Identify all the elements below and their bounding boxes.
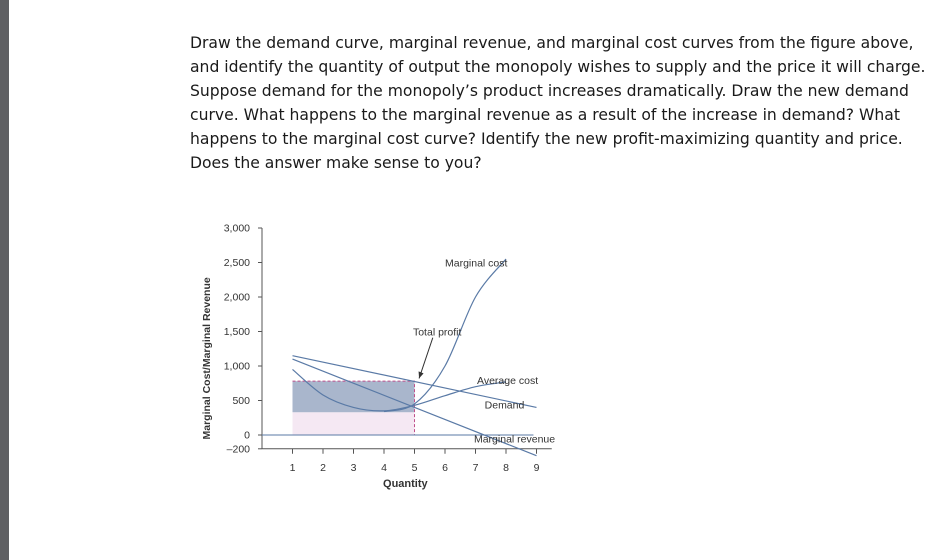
window-edge-bar (0, 0, 9, 560)
x-tick-label: 7 (473, 462, 479, 474)
y-tick-label: –200 (227, 443, 251, 455)
y-tick-label: 0 (244, 430, 250, 442)
x-tick-label: 6 (442, 462, 448, 474)
average-cost-curve (292, 368, 507, 412)
x-tick-label: 4 (381, 462, 387, 474)
x-tick-label: 1 (290, 462, 296, 474)
marginal-cost-curve (383, 258, 507, 413)
x-tick-label: 3 (351, 462, 357, 474)
monopoly-cost-revenue-chart: 3,000 2,500 2,000 1,500 1,000 500 0–200 1 2 3 4 5 6 7… (201, 223, 555, 490)
x-tick-label: 8 (503, 462, 509, 474)
x-tick-label: 5 (412, 462, 418, 474)
demand-label: Demand (485, 400, 525, 412)
average-cost-label: Average cost (477, 375, 538, 387)
x-tick-label: 9 (534, 462, 540, 474)
axes-group: 3,000 2,500 2,000 1,500 1,000 500 0–200 1 2 3 4 5 6 7… (201, 223, 552, 490)
marginal-cost-label: Marginal cost (445, 258, 508, 270)
demand-curve (292, 355, 537, 408)
question-text: Draw the demand curve, marginal revenue,… (190, 34, 926, 172)
total-profit-pointer-line (418, 337, 434, 379)
marginal-revenue-label: Marginal revenue (474, 433, 555, 445)
curves-group (292, 258, 537, 457)
y-tick-label: 2,500 (224, 257, 250, 269)
y-tick-label: 2,000 (224, 292, 250, 304)
cost-area-rect (292, 412, 415, 435)
y-tick-label: 1,500 (224, 326, 250, 338)
y-axis-title: Marginal Cost/Marginal Revenue (201, 277, 213, 439)
x-axis-title: Quantity (383, 478, 428, 490)
y-tick-label: 3,000 (224, 223, 250, 235)
y-tick-label: 1,000 (224, 361, 250, 373)
marginal-revenue-curve (292, 358, 537, 457)
y-tick-label: 500 (232, 395, 250, 407)
profit-area-group (292, 380, 415, 435)
labels-group: Total profit Marginal cost Average cost Dem… (413, 258, 555, 446)
x-tick-label: 2 (320, 462, 326, 474)
total-profit-arrowhead (418, 371, 424, 379)
total-profit-label: Total profit (413, 327, 462, 339)
